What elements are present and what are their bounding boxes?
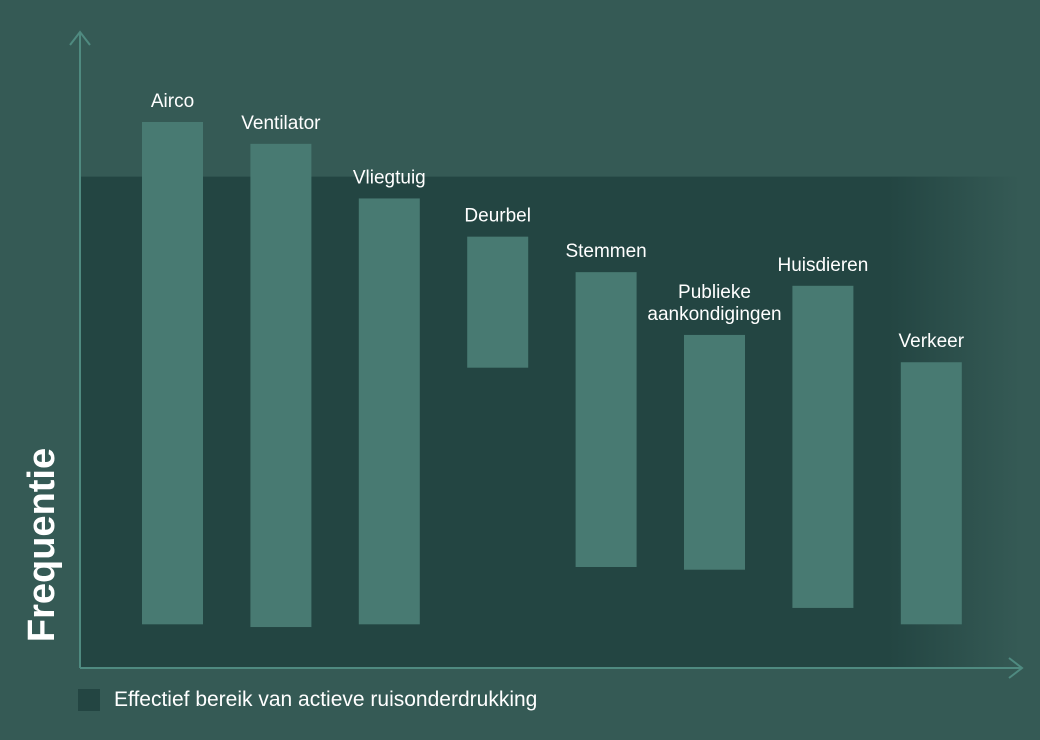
effective-range-band	[80, 176, 1020, 668]
bar-stemmen	[575, 272, 637, 567]
bar-ventilator	[250, 143, 312, 628]
y-axis	[69, 30, 91, 668]
category-labels: Airco Ventilator Vliegtuig Deurbel StemmenPu…	[151, 91, 965, 352]
y-axis-label: Frequentie	[21, 448, 63, 642]
category-label: Publieke aankondigingen	[647, 282, 781, 325]
x-axis-arrow-icon	[1008, 657, 1024, 679]
category-label: Vliegtuig	[353, 167, 426, 188]
legend-swatch	[78, 689, 100, 711]
legend: Effectief bereik van actieve ruisonderdr…	[78, 686, 537, 714]
category-label: Airco	[151, 91, 194, 112]
bar-verkeer	[900, 362, 962, 625]
bar-airco	[142, 122, 203, 625]
bar-deurbel	[467, 236, 529, 368]
bars-group	[142, 122, 962, 628]
category-label: Stemmen	[565, 241, 646, 262]
category-label: Verkeer	[899, 331, 965, 352]
category-label: Huisdieren	[777, 255, 868, 276]
x-axis	[80, 657, 1024, 679]
legend-label: Effectief bereik van actieve ruisonderdr…	[114, 688, 538, 711]
bar-vliegtuig	[358, 198, 420, 625]
category-label: Deurbel	[464, 206, 531, 227]
bar-publieke-aankondigingen	[684, 334, 745, 570]
category-label: Ventilator	[241, 113, 321, 134]
bar-huisdieren	[792, 285, 854, 608]
y-axis-arrow-icon	[69, 30, 91, 46]
